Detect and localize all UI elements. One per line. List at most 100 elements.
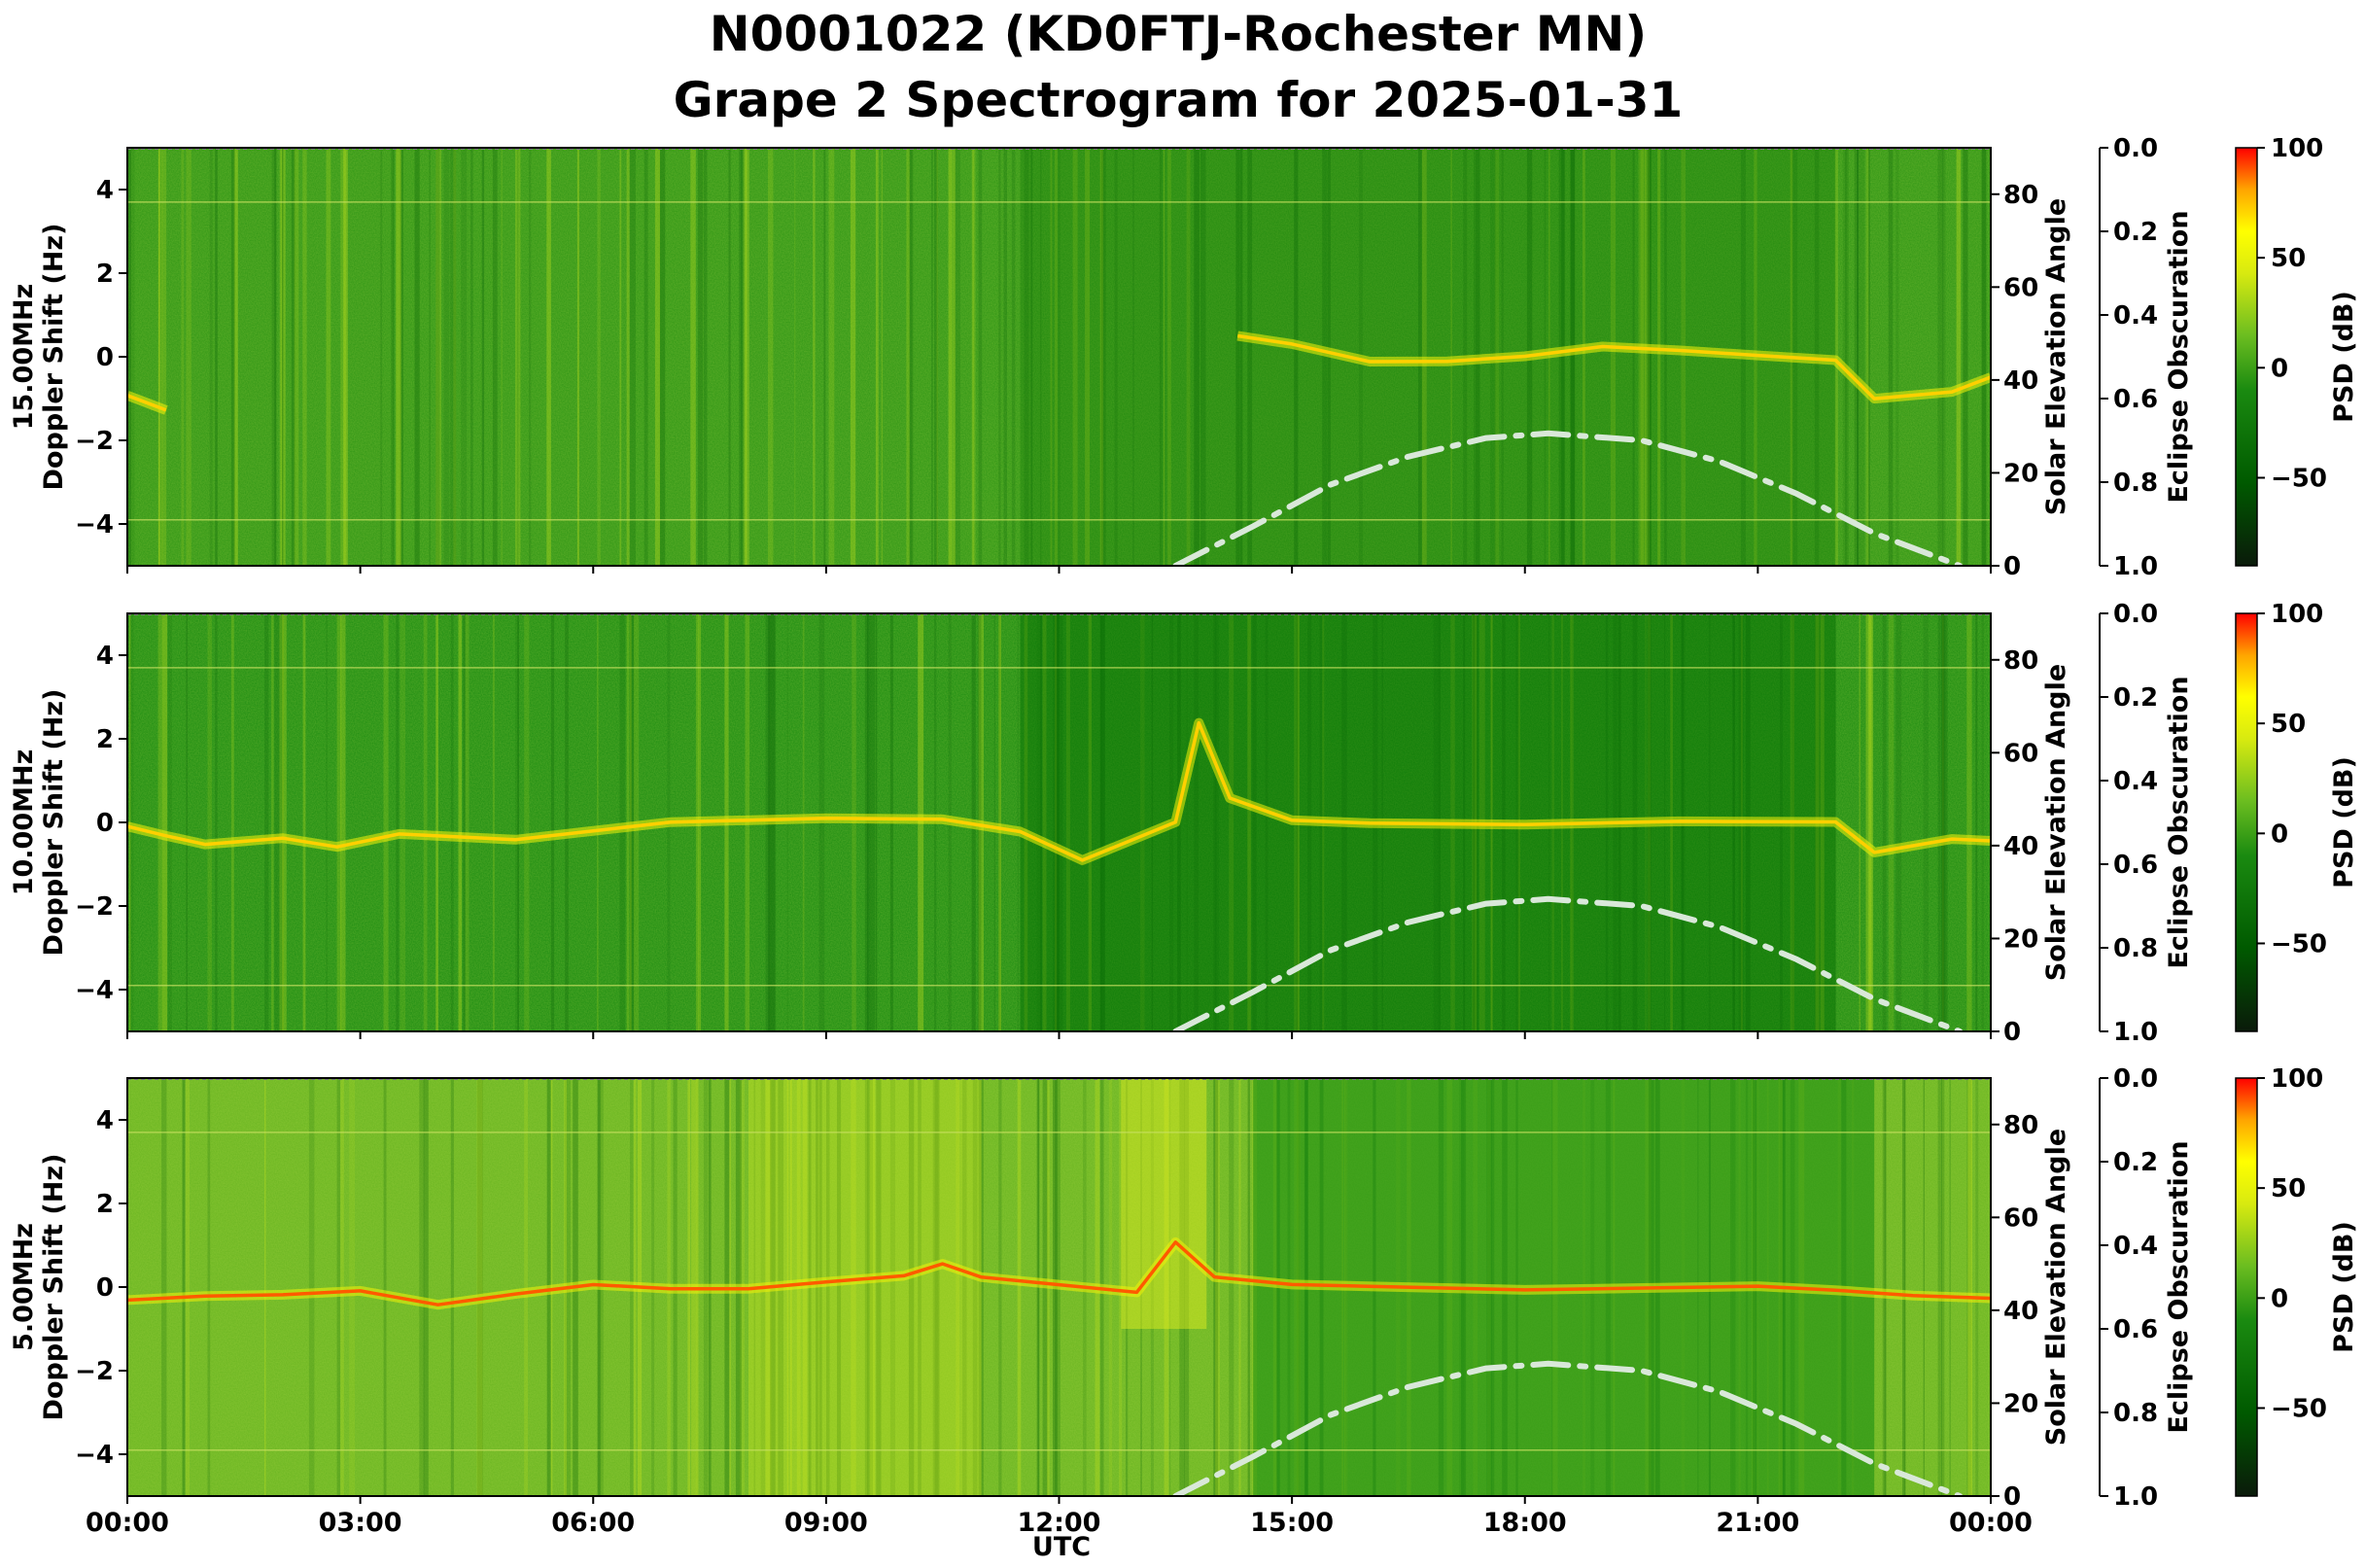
y-axis-label: Doppler Shift (Hz) bbox=[39, 224, 69, 491]
streak bbox=[1570, 148, 1575, 566]
eclipse-tick-label: 1.0 bbox=[2113, 1018, 2158, 1047]
streak bbox=[274, 613, 280, 1031]
streak bbox=[1169, 1078, 1171, 1496]
streak bbox=[129, 148, 135, 566]
streak bbox=[1252, 613, 1257, 1031]
streak bbox=[1963, 148, 1968, 566]
streak bbox=[828, 148, 835, 566]
streak bbox=[1163, 148, 1165, 566]
streak bbox=[1895, 148, 1899, 566]
streak bbox=[161, 613, 168, 1031]
streak bbox=[1949, 1078, 1951, 1496]
y-tick-label: −4 bbox=[75, 1441, 114, 1470]
streak bbox=[998, 1078, 1002, 1496]
streak bbox=[1150, 1078, 1154, 1496]
right-tick-label: 80 bbox=[2003, 181, 2038, 210]
colorbar bbox=[2235, 612, 2258, 1032]
streak bbox=[1151, 613, 1154, 1031]
streak bbox=[998, 613, 1001, 1031]
streak bbox=[1184, 1078, 1190, 1496]
doppler-trace bbox=[127, 333, 1991, 412]
streak bbox=[1882, 1078, 1887, 1496]
streak bbox=[1844, 148, 1849, 566]
streak bbox=[524, 1078, 528, 1496]
streak bbox=[1582, 148, 1585, 566]
right-tick-label: 60 bbox=[2003, 1203, 2038, 1233]
spectrogram-image bbox=[127, 613, 1991, 1031]
colorbar-tick-label: 100 bbox=[2271, 134, 2323, 163]
streak bbox=[889, 1078, 895, 1496]
streak bbox=[515, 613, 519, 1031]
y-tick-label: −2 bbox=[75, 892, 114, 922]
right-tick-label: 0 bbox=[2003, 1482, 2021, 1512]
streak bbox=[1100, 613, 1102, 1031]
eclipse-tick-label: 0.8 bbox=[2113, 1399, 2158, 1428]
streak bbox=[308, 1078, 315, 1496]
streak bbox=[932, 1078, 939, 1496]
streak bbox=[850, 148, 856, 566]
streak bbox=[157, 613, 162, 1031]
streak bbox=[881, 148, 884, 566]
solar-elevation-curve bbox=[1172, 895, 1964, 1031]
streak bbox=[1884, 1078, 1887, 1496]
right-tick-label: 20 bbox=[2003, 1389, 2038, 1418]
streak bbox=[619, 148, 622, 566]
streak bbox=[1200, 148, 1206, 566]
y-axis-label: Doppler Shift (Hz) bbox=[39, 689, 69, 957]
colorbar-label: PSD (dB) bbox=[2329, 291, 2359, 423]
streak bbox=[576, 148, 579, 566]
figure-title-line2: Grape 2 Spectrogram for 2025-01-31 bbox=[674, 72, 1684, 128]
right-tick-label: 40 bbox=[2003, 1297, 2038, 1326]
streak bbox=[1194, 148, 1200, 566]
streak bbox=[794, 148, 796, 566]
streak bbox=[476, 1078, 483, 1496]
streak bbox=[1640, 148, 1647, 566]
streak bbox=[1937, 1078, 1943, 1496]
streak bbox=[918, 1078, 922, 1496]
streak bbox=[477, 1078, 483, 1496]
y-tick-label: −4 bbox=[75, 510, 114, 540]
streak bbox=[1842, 148, 1847, 566]
doppler-trace bbox=[127, 1240, 1991, 1307]
streak bbox=[282, 613, 287, 1031]
streak bbox=[207, 1078, 211, 1496]
streak bbox=[161, 148, 167, 566]
streak bbox=[1100, 148, 1106, 566]
streak bbox=[340, 613, 346, 1031]
streak bbox=[429, 148, 431, 566]
streak bbox=[157, 148, 163, 566]
streak bbox=[450, 148, 457, 566]
streak bbox=[1114, 148, 1118, 566]
streak bbox=[414, 148, 420, 566]
streak bbox=[1017, 1078, 1022, 1496]
y-tick-label: −2 bbox=[75, 1357, 114, 1386]
eclipse-tick-label: 0.6 bbox=[2113, 851, 2158, 880]
streak bbox=[745, 148, 749, 566]
streak bbox=[492, 613, 495, 1031]
streak bbox=[972, 148, 976, 566]
streak bbox=[279, 148, 282, 566]
streak bbox=[740, 148, 743, 566]
streak bbox=[1294, 148, 1299, 566]
eclipse-tick-label: 0.0 bbox=[2113, 134, 2158, 163]
streak bbox=[302, 148, 307, 566]
colorbar bbox=[2235, 1077, 2258, 1497]
streak bbox=[998, 613, 1001, 1031]
y-tick-label: 0 bbox=[96, 809, 114, 838]
colorbar-label: PSD (dB) bbox=[2329, 1221, 2359, 1353]
streak bbox=[962, 1078, 967, 1496]
streak bbox=[515, 148, 521, 566]
streak bbox=[1610, 148, 1616, 566]
streak bbox=[419, 1078, 425, 1496]
streak bbox=[1213, 1078, 1219, 1496]
spectrogram-image bbox=[127, 148, 1991, 566]
eclipse-tick-label: 0.6 bbox=[2113, 385, 2158, 414]
streak bbox=[1030, 148, 1033, 566]
streak bbox=[294, 148, 299, 566]
streak bbox=[1895, 613, 1902, 1031]
streak bbox=[1975, 1078, 1979, 1496]
streak bbox=[546, 148, 551, 566]
streak bbox=[867, 1078, 873, 1496]
y-axis-label-freq: 5.00MHz bbox=[9, 1223, 39, 1351]
